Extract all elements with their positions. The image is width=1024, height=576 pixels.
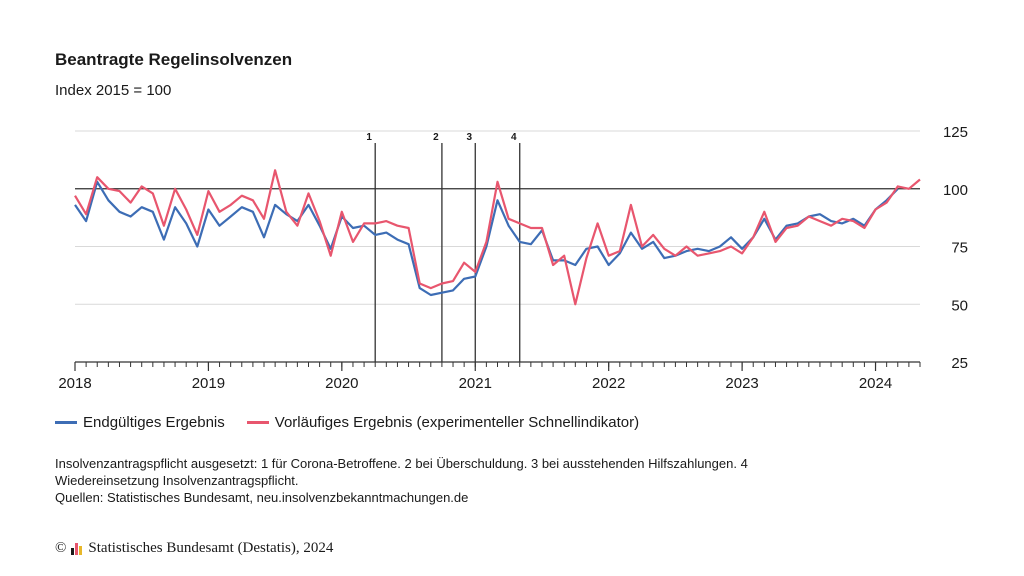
chart-subtitle: Index 2015 = 100 bbox=[55, 82, 172, 99]
event-label-3: 3 bbox=[466, 132, 472, 143]
x-tick-label-2022: 2022 bbox=[592, 375, 625, 392]
note-line-1: Insolvenzantragspflicht ausgesetzt: 1 fü… bbox=[55, 456, 748, 471]
copyright-symbol: © bbox=[55, 540, 67, 556]
note-sources: Quellen: Statistisches Bundesamt, neu.in… bbox=[55, 490, 469, 505]
note-line-2: Wiedereinsetzung Insolvenzantragspflicht… bbox=[55, 473, 299, 488]
legend-item-final: Endgültiges Ergebnis bbox=[55, 414, 225, 431]
legend-swatch-preliminary bbox=[246, 421, 269, 424]
x-tick-label-2023: 2023 bbox=[725, 375, 758, 392]
footer: © Statistisches Bundesamt (Destatis), 20… bbox=[55, 540, 333, 557]
series-line-preliminary bbox=[74, 169, 921, 306]
event-label-2: 2 bbox=[433, 132, 439, 143]
x-tick-label-2020: 2020 bbox=[325, 375, 358, 392]
chart-legend: Endgültiges Ergebnis Vorläufiges Ergebni… bbox=[55, 414, 661, 431]
x-tick-label-2018: 2018 bbox=[58, 375, 91, 392]
y-tick-label-125: 125 bbox=[943, 124, 968, 141]
series-line-final bbox=[74, 180, 899, 297]
legend-item-preliminary: Vorläufiges Ergebnis (experimenteller Sc… bbox=[246, 414, 640, 431]
y-tick-label-25: 25 bbox=[951, 355, 968, 372]
y-tick-label-100: 100 bbox=[943, 182, 968, 199]
chart-notes: Insolvenzantragspflicht ausgesetzt: 1 fü… bbox=[55, 455, 915, 506]
y-tick-label-75: 75 bbox=[951, 240, 968, 257]
event-label-1: 1 bbox=[366, 132, 372, 143]
chart-title: Beantragte Regelinsolvenzen bbox=[55, 50, 293, 69]
legend-label-final: Endgültiges Ergebnis bbox=[83, 414, 225, 431]
destatis-logo-icon bbox=[71, 542, 83, 555]
legend-label-preliminary: Vorläufiges Ergebnis (experimenteller Sc… bbox=[274, 414, 640, 431]
y-tick-label-50: 50 bbox=[951, 297, 968, 314]
x-tick-label-2021: 2021 bbox=[459, 375, 492, 392]
legend-swatch-final bbox=[55, 421, 77, 424]
x-tick-label-2024: 2024 bbox=[859, 375, 892, 392]
event-label-4: 4 bbox=[511, 132, 517, 143]
x-tick-label-2019: 2019 bbox=[192, 375, 225, 392]
footer-text: Statistisches Bundesamt (Destatis), 2024 bbox=[88, 540, 334, 556]
